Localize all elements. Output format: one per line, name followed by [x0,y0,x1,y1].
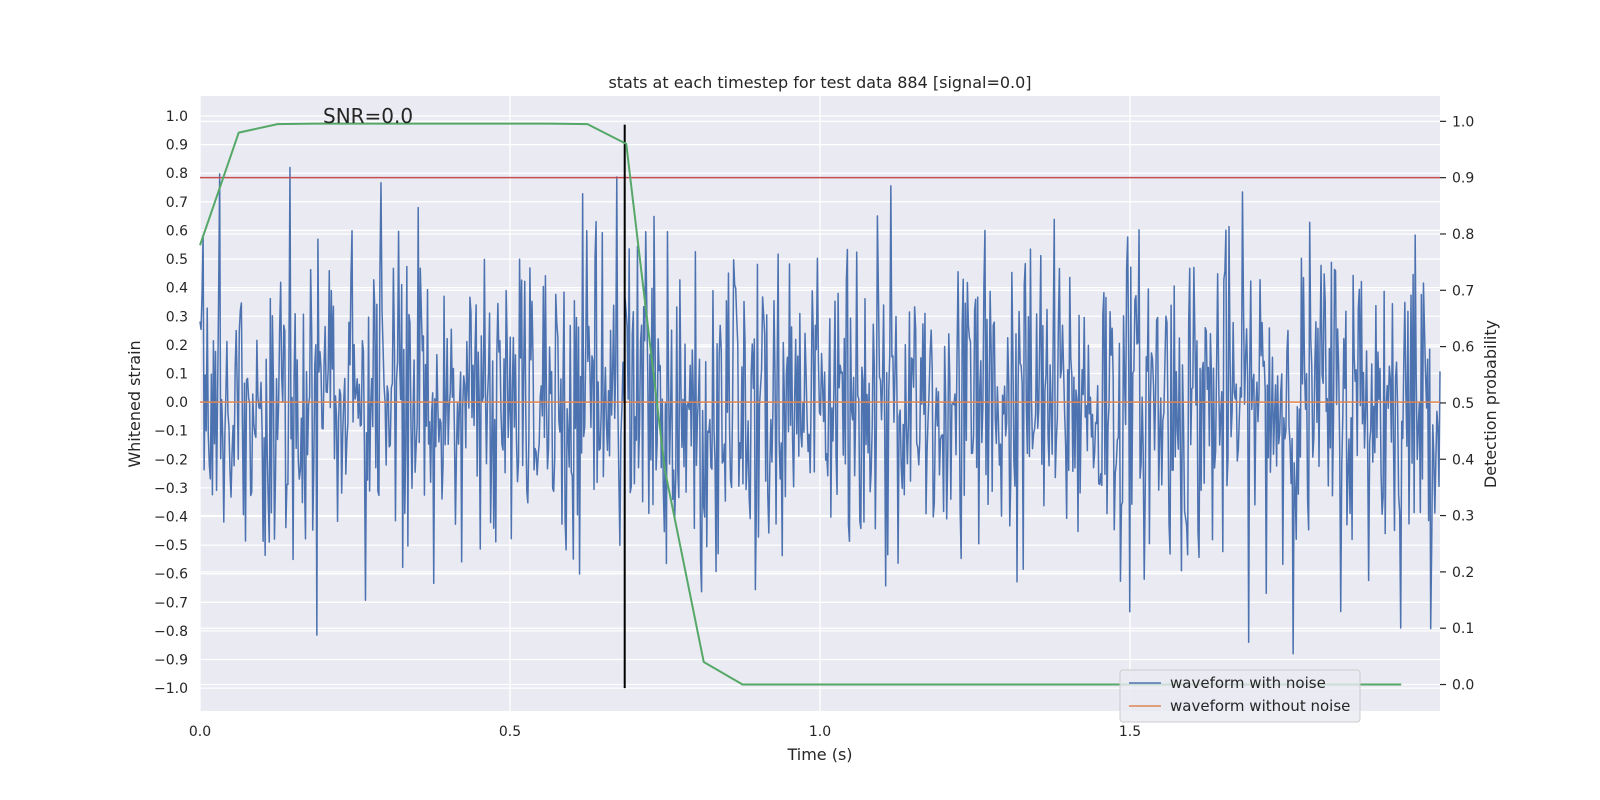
y-left-tick-label: 0.2 [166,338,188,354]
y-right-tick-label: 0.0 [1452,678,1474,694]
y-left-tick-label: 0.4 [166,281,188,297]
y-axis-label-left: Whitened strain [125,340,144,467]
y-right-tick-label: 0.7 [1452,283,1474,299]
y-right-tick-label: 0.2 [1452,565,1474,581]
chart-title: stats at each timestep for test data 884… [608,73,1031,92]
y-right-tick-label: 1.0 [1452,114,1474,130]
y-right-tick-label: 0.3 [1452,509,1474,525]
y-left-tick-label: 0.1 [166,366,188,382]
y-left-tick-label: 0.6 [166,223,188,239]
y-left-tick-label: 0.9 [166,138,188,154]
snr-annotation: SNR=0.0 [323,104,413,128]
y-left-tick-label: 0.3 [166,309,188,325]
legend-box [1119,669,1361,723]
series-line-waveform-with-noise [199,166,1441,655]
y-axis-label-right: Detection probability [1481,320,1500,488]
y-left-tick-label: −0.8 [154,624,188,640]
y-left-tick-label: −0.7 [154,595,188,611]
y-left-tick-label: −0.6 [154,567,188,583]
x-axis-label: Time (s) [786,745,852,764]
ticks-layer: 0.0 0.5 1.0 1.5 1.0 0.9 0.8 0.7 0.6 0.5 0.4 0.3 0.2 0… [154,109,1474,740]
y-left-tick-label: −1.0 [154,681,188,697]
y-left-tick-label: −0.4 [154,509,188,525]
y-left-tick-label: 0.0 [166,395,188,411]
y-left-tick-label: 0.7 [166,195,188,211]
y-right-tick-label: 0.6 [1452,340,1474,356]
y-right-tick-label: 0.4 [1452,452,1474,468]
x-tick-label: 1.5 [1119,724,1141,740]
legend-label-noise: waveform with noise [1170,674,1326,692]
y-right-tick-label: 0.5 [1452,396,1474,412]
legend-label-clean: waveform without noise [1170,697,1350,715]
x-tick-label: 0.5 [499,724,521,740]
y-right-tick-label: 0.1 [1452,621,1474,637]
y-right-tick-label: 0.8 [1452,227,1474,243]
y-left-tick-label: −0.1 [154,424,188,440]
y-left-tick-label: −0.3 [154,481,188,497]
y-left-tick-label: −0.9 [154,653,188,669]
y-left-tick-label: −0.5 [154,538,188,554]
y-left-tick-label: 0.5 [166,252,188,268]
y-left-tick-label: 0.8 [166,166,188,182]
y-right-tick-label: 0.9 [1452,171,1474,187]
x-tick-label: 1.0 [809,724,831,740]
legend: waveform with noise waveform without noi… [1119,669,1361,723]
series-line-detection-probability [199,122,1402,686]
y-left-tick-label: −0.2 [154,452,188,468]
y-left-tick-label: 1.0 [166,109,188,125]
series-layer [199,122,1441,689]
x-tick-label: 0.0 [189,724,211,740]
